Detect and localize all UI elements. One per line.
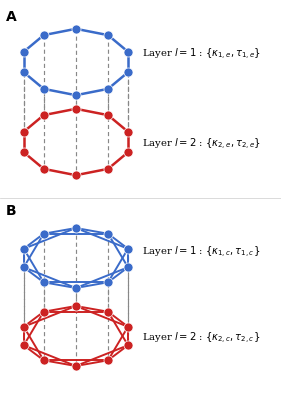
Point bbox=[41, 230, 46, 237]
Point bbox=[106, 112, 110, 118]
Point bbox=[106, 357, 110, 364]
Point bbox=[41, 86, 46, 92]
Point bbox=[106, 308, 110, 315]
Point bbox=[74, 106, 78, 112]
Point bbox=[74, 26, 78, 32]
Point bbox=[106, 279, 110, 286]
Point bbox=[126, 246, 130, 252]
Point bbox=[22, 48, 26, 55]
Text: A: A bbox=[6, 10, 16, 24]
Point bbox=[126, 128, 130, 135]
Point bbox=[22, 342, 26, 348]
Point bbox=[74, 285, 78, 291]
Point bbox=[126, 48, 130, 55]
Point bbox=[22, 128, 26, 135]
Point bbox=[126, 149, 130, 156]
Text: Layer $l=2$ : $\{\kappa_{2,e},\tau_{2,e}\}$: Layer $l=2$ : $\{\kappa_{2,e},\tau_{2,e}… bbox=[142, 136, 261, 152]
Point bbox=[41, 32, 46, 38]
Text: Layer $l=1$ : $\{\kappa_{1,e},\tau_{1,e}\}$: Layer $l=1$ : $\{\kappa_{1,e},\tau_{1,e}… bbox=[142, 46, 261, 62]
Text: B: B bbox=[6, 204, 16, 218]
Point bbox=[106, 32, 110, 38]
Point bbox=[22, 264, 26, 270]
Point bbox=[22, 69, 26, 76]
Point bbox=[106, 230, 110, 237]
Point bbox=[22, 246, 26, 252]
Point bbox=[22, 324, 26, 330]
Point bbox=[74, 363, 78, 369]
Point bbox=[74, 303, 78, 309]
Point bbox=[106, 86, 110, 92]
Point bbox=[41, 357, 46, 364]
Text: Layer $l=1$ : $\{\kappa_{1,c},\tau_{1,c}\}$: Layer $l=1$ : $\{\kappa_{1,c},\tau_{1,c}… bbox=[142, 245, 260, 260]
Point bbox=[126, 264, 130, 270]
Point bbox=[126, 324, 130, 330]
Text: Layer $l=2$ : $\{\kappa_{2,c},\tau_{2,c}\}$: Layer $l=2$ : $\{\kappa_{2,c},\tau_{2,c}… bbox=[142, 330, 260, 346]
Point bbox=[41, 112, 46, 118]
Point bbox=[74, 172, 78, 178]
Point bbox=[41, 279, 46, 286]
Point bbox=[41, 308, 46, 315]
Point bbox=[74, 225, 78, 231]
Point bbox=[126, 69, 130, 76]
Point bbox=[106, 166, 110, 172]
Point bbox=[74, 92, 78, 98]
Point bbox=[22, 149, 26, 156]
Point bbox=[41, 166, 46, 172]
Point bbox=[126, 342, 130, 348]
